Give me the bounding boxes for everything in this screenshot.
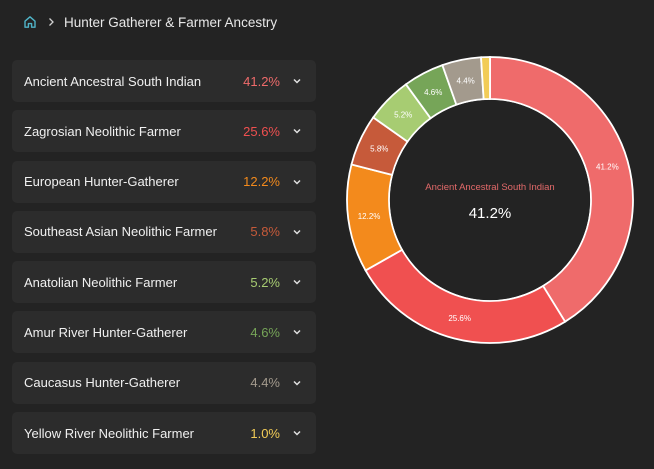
donut-svg: 41.2% 25.6% 12.2% 5.8% 5.2% 4.6% 4.4% Ancient A… bbox=[346, 56, 634, 344]
ancestry-percent: 4.4% bbox=[250, 375, 280, 391]
donut-slice[interactable] bbox=[480, 56, 491, 101]
ancestry-row[interactable]: European Hunter-Gatherer 12.2% bbox=[12, 160, 316, 203]
ancestry-name: Ancient Ancestral South Indian bbox=[24, 73, 202, 89]
chevron-down-icon[interactable] bbox=[292, 76, 302, 86]
chevron-down-icon[interactable] bbox=[292, 327, 302, 337]
ancestry-row[interactable]: Amur River Hunter-Gatherer 4.6% bbox=[12, 311, 316, 354]
chevron-down-icon[interactable] bbox=[292, 126, 302, 136]
ancestry-percent: 1.0% bbox=[250, 425, 280, 441]
ancestry-row[interactable]: Southeast Asian Neolithic Farmer 5.8% bbox=[12, 210, 316, 253]
ancestry-row[interactable]: Yellow River Neolithic Farmer 1.0% bbox=[12, 412, 316, 455]
slice-label: 5.2% bbox=[394, 110, 412, 119]
chevron-right-icon bbox=[46, 17, 56, 27]
ancestry-name: Zagrosian Neolithic Farmer bbox=[24, 123, 181, 139]
chevron-down-icon[interactable] bbox=[292, 277, 302, 287]
ancestry-percent: 12.2% bbox=[243, 174, 280, 190]
slice-label: 25.6% bbox=[448, 314, 471, 323]
ancestry-name: Caucasus Hunter-Gatherer bbox=[24, 375, 181, 391]
chevron-down-icon[interactable] bbox=[292, 378, 302, 388]
slice-label: 4.6% bbox=[424, 88, 442, 97]
ancestry-name: Anatolian Neolithic Farmer bbox=[24, 274, 178, 290]
donut-slice[interactable] bbox=[489, 56, 634, 323]
ancestry-name: Southeast Asian Neolithic Farmer bbox=[24, 224, 217, 240]
slice-label: 4.4% bbox=[457, 76, 475, 85]
ancestry-row[interactable]: Ancient Ancestral South Indian 41.2% bbox=[12, 60, 316, 102]
ancestry-row[interactable]: Anatolian Neolithic Farmer 5.2% bbox=[12, 261, 316, 304]
breadcrumb: Hunter Gatherer & Farmer Ancestry bbox=[22, 12, 277, 32]
center-value: 41.2% bbox=[469, 205, 512, 222]
ancestry-percent: 41.2% bbox=[243, 73, 280, 89]
ancestry-percent: 5.8% bbox=[250, 224, 280, 240]
ancestry-name: Yellow River Neolithic Farmer bbox=[24, 425, 195, 441]
center-label: Ancient Ancestral South Indian bbox=[425, 182, 554, 193]
ancestry-list: Ancient Ancestral South Indian 41.2% Zagro… bbox=[12, 60, 316, 462]
home-icon[interactable] bbox=[22, 14, 38, 30]
ancestry-donut-chart: 41.2% 25.6% 12.2% 5.8% 5.2% 4.6% 4.4% Ancient A… bbox=[340, 50, 640, 350]
ancestry-row[interactable]: Caucasus Hunter-Gatherer 4.4% bbox=[12, 361, 316, 404]
ancestry-percent: 25.6% bbox=[243, 123, 280, 139]
slice-label: 41.2% bbox=[596, 163, 619, 172]
ancestry-name: European Hunter-Gatherer bbox=[24, 174, 179, 190]
chevron-down-icon[interactable] bbox=[292, 227, 302, 237]
slice-label: 12.2% bbox=[358, 212, 381, 221]
page-title: Hunter Gatherer & Farmer Ancestry bbox=[64, 14, 278, 30]
ancestry-percent: 4.6% bbox=[250, 324, 280, 340]
chevron-down-icon[interactable] bbox=[292, 428, 302, 438]
ancestry-percent: 5.2% bbox=[250, 274, 280, 290]
donut-hole bbox=[390, 100, 590, 300]
chevron-down-icon[interactable] bbox=[292, 177, 302, 187]
ancestry-name: Amur River Hunter-Gatherer bbox=[24, 324, 188, 340]
slice-label: 5.8% bbox=[370, 145, 388, 154]
ancestry-row[interactable]: Zagrosian Neolithic Farmer 25.6% bbox=[12, 110, 316, 153]
